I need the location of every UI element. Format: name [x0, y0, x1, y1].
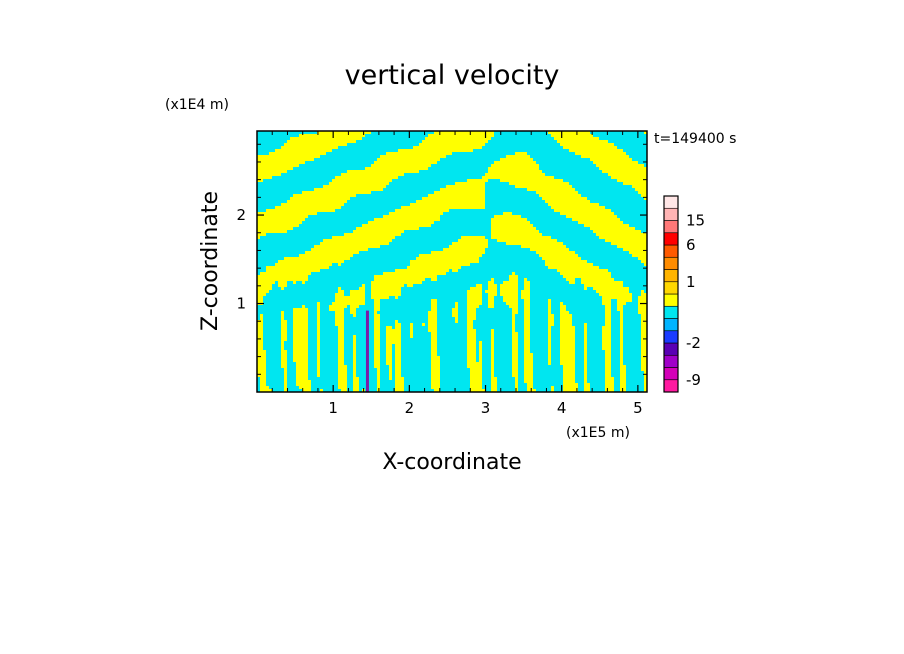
colorbar-swatch [663, 207, 679, 221]
colorbar-swatch [663, 293, 679, 307]
y-unit-label: (x1E4 m) [165, 97, 229, 113]
colorbar-swatch [663, 244, 679, 258]
colorbar-swatch [663, 220, 679, 234]
colorbar-label: 6 [686, 236, 696, 254]
chart-title: vertical velocity [345, 60, 560, 91]
colorbar-swatch [663, 330, 679, 344]
y-tick-label: 2 [236, 206, 246, 224]
colorbar-swatch [663, 318, 679, 332]
positive-velocity-region [257, 131, 647, 392]
colorbar: 15 6 1 -2 -9 [663, 195, 705, 393]
colorbar-swatch [663, 354, 679, 368]
colorbar-swatch [663, 232, 679, 246]
x-unit-label: (x1E5 m) [566, 425, 630, 441]
colorbar-swatch [663, 195, 679, 209]
velocity-field [257, 131, 647, 392]
colorbar-label: 1 [686, 273, 696, 291]
colorbar-swatch [663, 269, 679, 283]
colorbar-swatch [663, 281, 679, 295]
y-axis-title: Z-coordinate [198, 191, 223, 331]
colorbar-label: 15 [686, 212, 705, 230]
y-ticks: 12 [236, 143, 647, 375]
colorbar-swatch [663, 342, 679, 356]
updraft-column [365, 310, 369, 392]
x-tick-label: 5 [633, 399, 643, 417]
colorbar-label: -2 [686, 334, 701, 352]
colorbar-frame [663, 195, 679, 393]
colorbar-swatch [663, 256, 679, 270]
x-ticks: 1 2 3 4 5 [271, 131, 643, 417]
colorbar-swatch [663, 305, 679, 319]
colorbar-swatch [663, 379, 679, 393]
colorbar-swatch [663, 367, 679, 381]
x-tick-label: 3 [481, 399, 491, 417]
time-label: t=149400 s [654, 131, 736, 147]
colorbar-label: -9 [686, 371, 701, 389]
x-tick-label: 1 [328, 399, 338, 417]
plot-frame [256, 130, 648, 393]
x-tick-label: 2 [405, 399, 415, 417]
x-tick-label: 4 [557, 399, 567, 417]
y-tick-label: 1 [236, 295, 246, 313]
x-axis-title: X-coordinate [382, 450, 521, 475]
